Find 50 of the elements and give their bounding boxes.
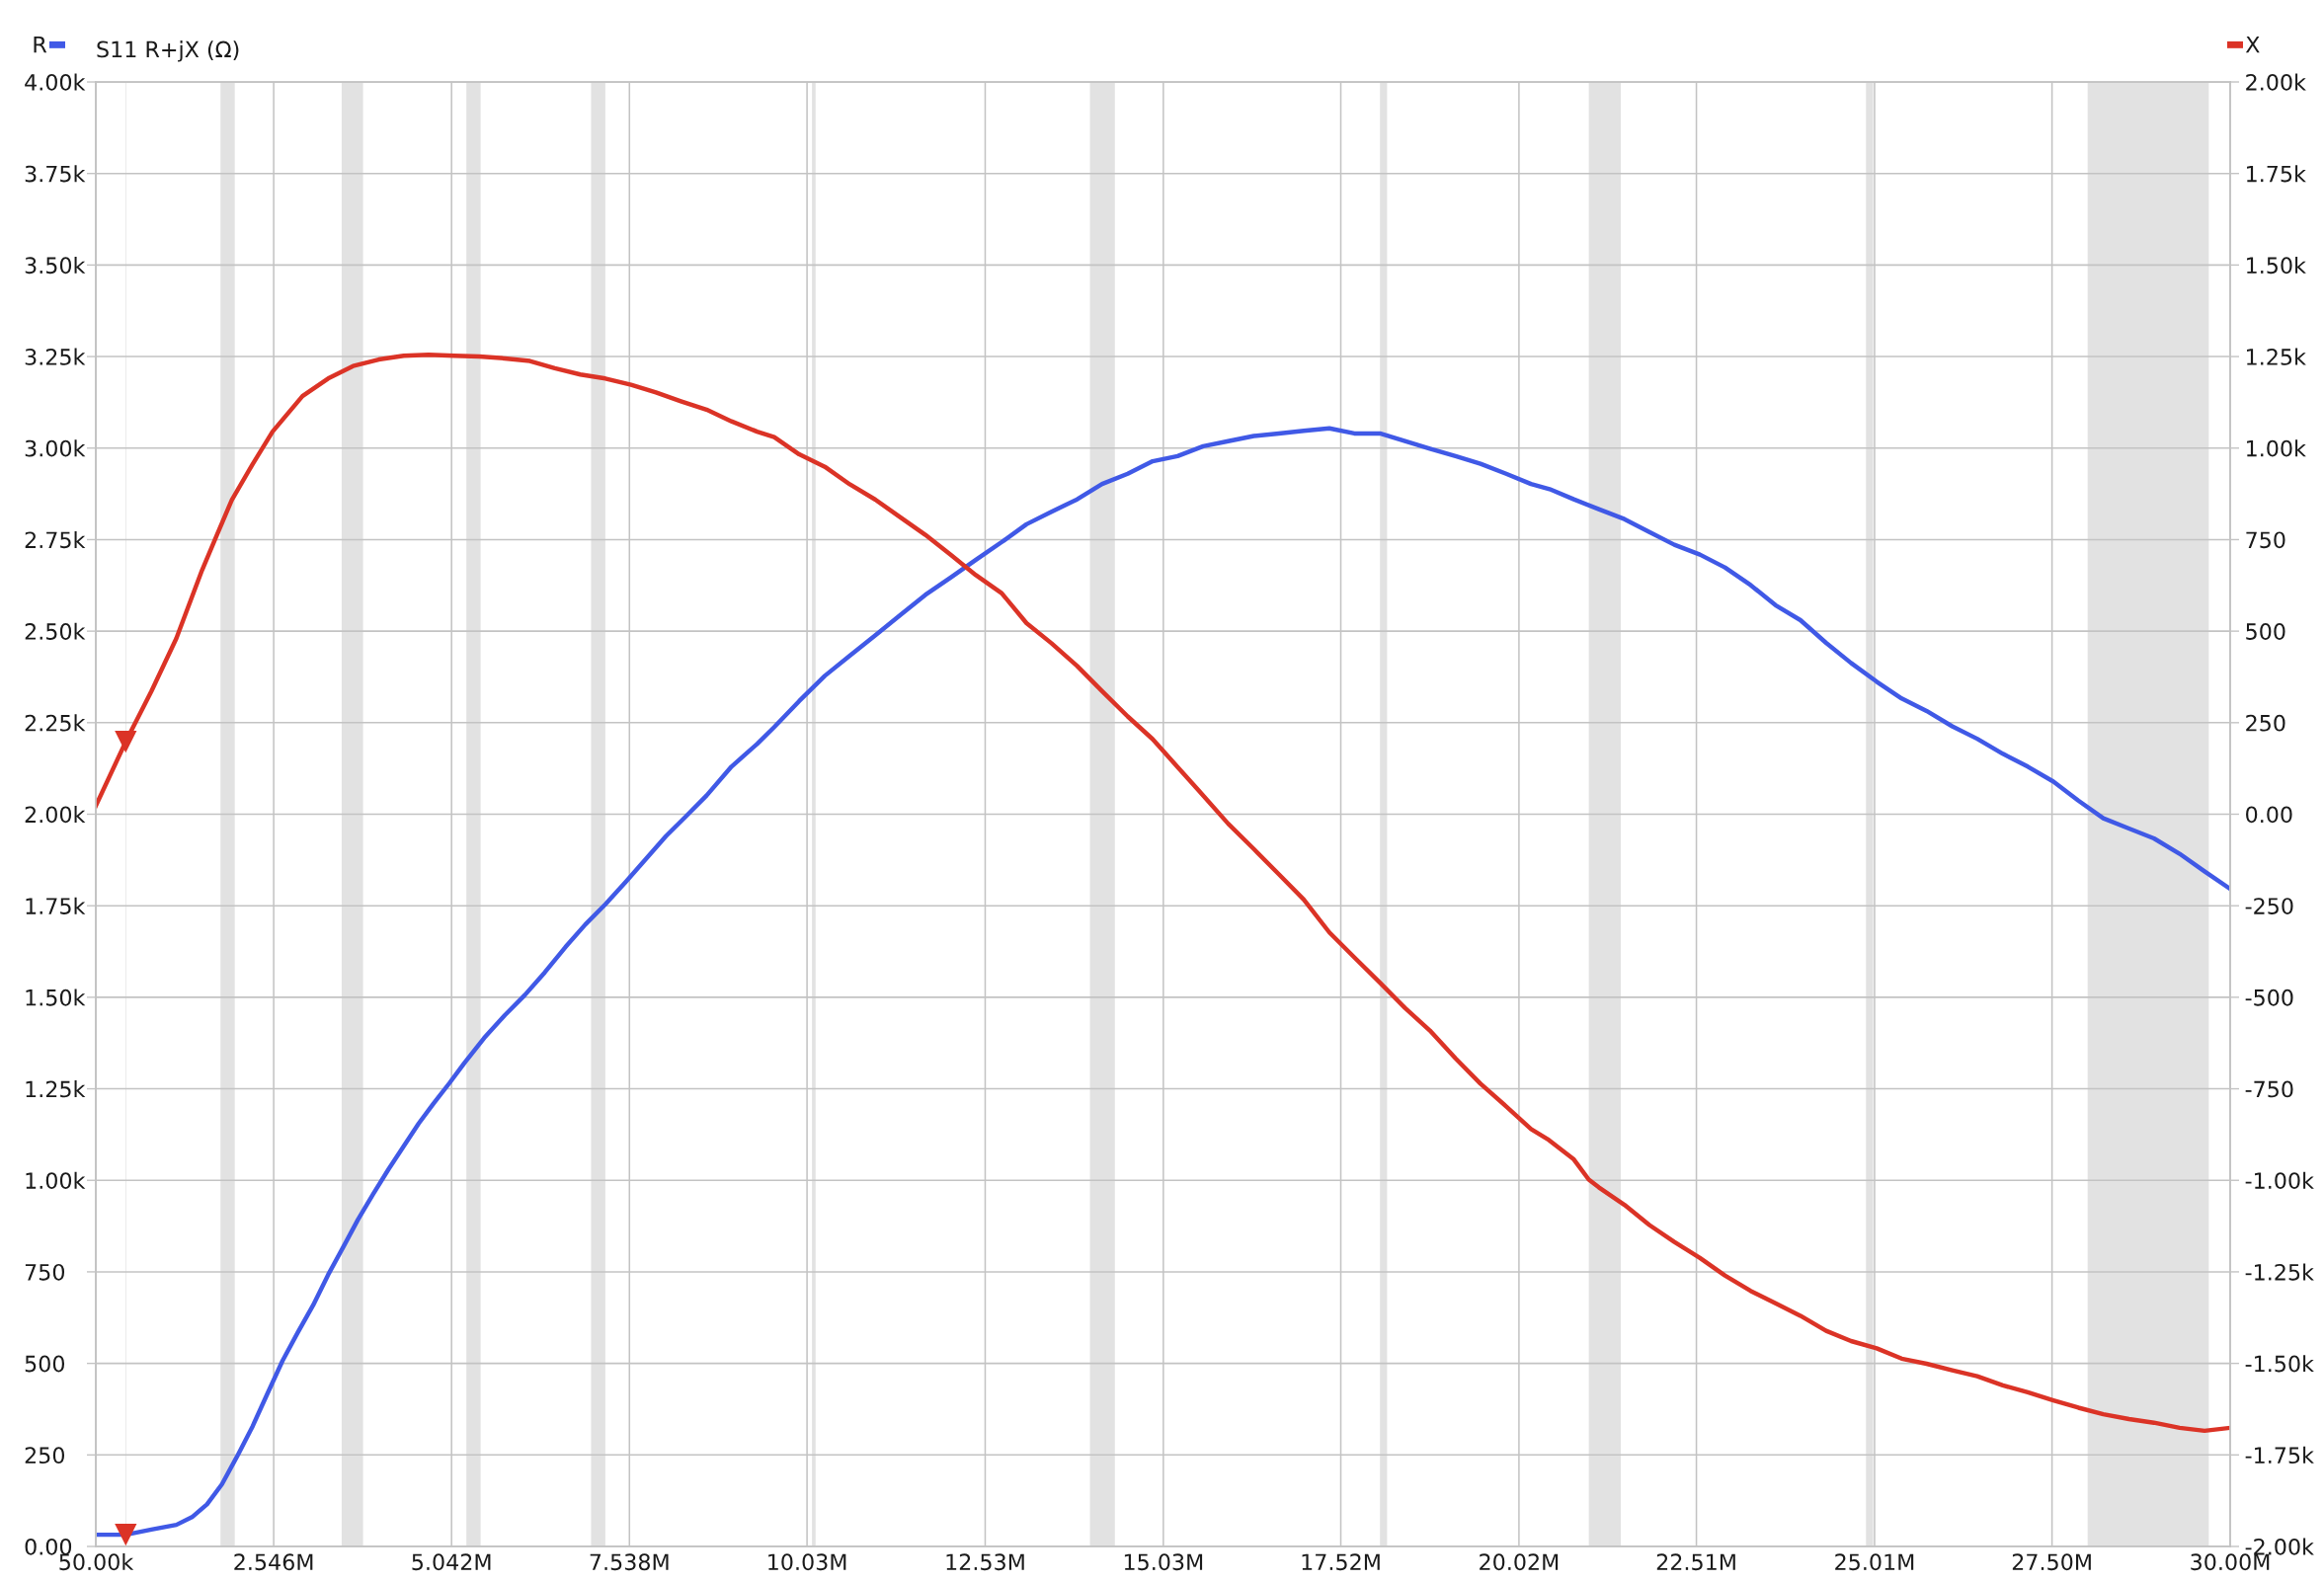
y2-tick-label: -2.00k [2245, 1538, 2314, 1555]
y2-tick-label: -750 [2245, 1080, 2293, 1098]
y-tick-label: 2.50k [25, 622, 86, 640]
chart-title: S11 R+jX (Ω) [97, 40, 239, 62]
y-tick-label: 3.00k [25, 439, 86, 457]
y2-tick-label: 2.00k [2246, 73, 2306, 91]
x-tick-label: 12.53M [946, 1553, 1024, 1571]
y-tick-label: 0.00 [25, 1538, 72, 1555]
y2-tick-label: 500 [2246, 623, 2285, 640]
x-tick-label: 20.02M [1480, 1553, 1559, 1571]
y-tick-label: 2.00k [25, 806, 86, 824]
y-tick-label: 750 [25, 1263, 65, 1281]
y2-tick-label: -500 [2245, 989, 2293, 1006]
y2-tick-label: 1.25k [2247, 348, 2306, 365]
y2-tick-label: 1.00k [2247, 439, 2306, 457]
y-tick-label: 2.25k [25, 714, 86, 732]
y-tick-label: 1.25k [26, 1080, 86, 1098]
y2-tick-label: -1.00k [2245, 1171, 2314, 1190]
y2-tick-label: 1.50k [2247, 256, 2306, 275]
x-tick-label: 10.03M [768, 1553, 846, 1571]
y2-tick-label: -1.75k [2245, 1446, 2314, 1464]
x-tick-label: 7.538M [590, 1553, 669, 1571]
x-tick-label: 27.50M [2012, 1553, 2091, 1571]
y-tick-label: 3.25k [25, 348, 86, 365]
y-tick-label: 1.50k [26, 989, 86, 1006]
x-tick-label: 17.52M [1302, 1553, 1380, 1571]
y2-tick-label: -1.25k [2245, 1263, 2314, 1281]
y-tick-label: 3.75k [25, 165, 86, 183]
y-tick-label: 1.75k [26, 897, 86, 914]
legend-label: X [2245, 36, 2260, 53]
y-tick-label: 2.75k [25, 530, 86, 549]
x-tick-label: 30.00M [2191, 1553, 2270, 1571]
y2-tick-label: 250 [2246, 714, 2285, 732]
y-tick-label: 1.00k [26, 1171, 86, 1190]
y2-tick-label: 750 [2246, 531, 2285, 549]
y-tick-label: 3.50k [25, 256, 86, 275]
y2-tick-label: 1.75k [2247, 165, 2306, 183]
x-tick-label: 15.03M [1124, 1553, 1203, 1571]
x-tick-label: 5.042M [412, 1553, 491, 1571]
y-tick-label: 250 [25, 1447, 65, 1464]
y-tick-label: 500 [25, 1355, 65, 1373]
legend-label: R [34, 36, 47, 53]
x-tick-label: 50.00k [59, 1552, 134, 1571]
x-tick-label: 22.51M [1656, 1553, 1735, 1571]
y2-tick-label: -1.50k [2245, 1355, 2314, 1373]
y-tick-label: 4.00k [25, 73, 86, 91]
x-tick-label: 2.546M [234, 1553, 313, 1571]
y2-tick-label: 0.00 [2246, 806, 2292, 824]
x-tick-label: 25.01M [1835, 1553, 1914, 1571]
y2-tick-label: -250 [2245, 898, 2293, 914]
